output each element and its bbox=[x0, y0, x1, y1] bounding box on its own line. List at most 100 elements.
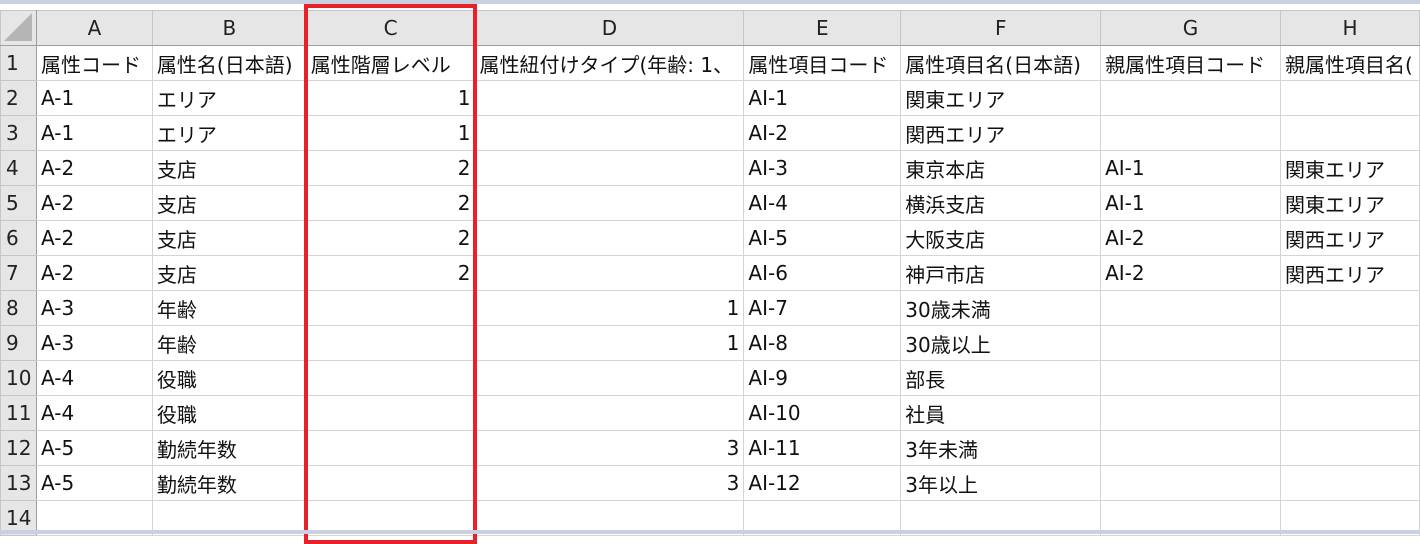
cell-g11[interactable] bbox=[1100, 395, 1281, 431]
row-header[interactable]: 13 bbox=[0, 465, 37, 501]
cell-e12[interactable]: AI-11 bbox=[743, 430, 902, 466]
row-header[interactable]: 12 bbox=[0, 430, 37, 466]
cell-g1[interactable]: 親属性項目コード bbox=[1100, 45, 1281, 81]
cell-a10[interactable]: A-4 bbox=[35, 360, 153, 396]
cell-a5[interactable]: A-2 bbox=[35, 185, 153, 221]
cell-a9[interactable]: A-3 bbox=[35, 325, 153, 361]
cell-b3[interactable]: エリア bbox=[151, 115, 307, 151]
row-header[interactable]: 9 bbox=[0, 325, 37, 361]
cell-c8[interactable] bbox=[305, 290, 476, 326]
cell-a8[interactable]: A-3 bbox=[35, 290, 153, 326]
cell-c11[interactable] bbox=[305, 395, 476, 431]
cell-a2[interactable]: A-1 bbox=[35, 80, 153, 116]
cell-b2[interactable]: エリア bbox=[151, 80, 307, 116]
cell-c9[interactable] bbox=[305, 325, 476, 361]
cell-h11[interactable] bbox=[1279, 395, 1420, 431]
cell-g13[interactable] bbox=[1100, 465, 1281, 501]
cell-e1[interactable]: 属性項目コード bbox=[743, 45, 902, 81]
cell-b5[interactable]: 支店 bbox=[151, 185, 307, 221]
cell-h6[interactable]: 関西エリア bbox=[1279, 220, 1420, 256]
cell-h5[interactable]: 関東エリア bbox=[1279, 185, 1420, 221]
cell-h9[interactable] bbox=[1279, 325, 1420, 361]
column-header-d[interactable]: D bbox=[474, 10, 745, 46]
cell-d13[interactable]: 3 bbox=[474, 465, 745, 501]
row-header[interactable]: 1 bbox=[0, 45, 37, 81]
cell-f4[interactable]: 東京本店 bbox=[900, 150, 1102, 186]
cell-g8[interactable] bbox=[1100, 290, 1281, 326]
cell-a3[interactable]: A-1 bbox=[35, 115, 153, 151]
cell-g4[interactable]: AI-1 bbox=[1100, 150, 1281, 186]
column-header-f[interactable]: F bbox=[900, 10, 1102, 46]
cell-a7[interactable]: A-2 bbox=[35, 255, 153, 291]
cell-g9[interactable] bbox=[1100, 325, 1281, 361]
cell-g5[interactable]: AI-1 bbox=[1100, 185, 1281, 221]
column-header-b[interactable]: B bbox=[151, 10, 307, 46]
row-header[interactable]: 8 bbox=[0, 290, 37, 326]
cell-f9[interactable]: 30歳以上 bbox=[900, 325, 1102, 361]
row-header[interactable]: 5 bbox=[0, 185, 37, 221]
cell-h7[interactable]: 関西エリア bbox=[1279, 255, 1420, 291]
cell-b10[interactable]: 役職 bbox=[151, 360, 307, 396]
cell-d12[interactable]: 3 bbox=[474, 430, 745, 466]
cell-a13[interactable]: A-5 bbox=[35, 465, 153, 501]
cell-h8[interactable] bbox=[1279, 290, 1420, 326]
cell-c12[interactable] bbox=[305, 430, 476, 466]
row-header[interactable]: 4 bbox=[0, 150, 37, 186]
cell-g7[interactable]: AI-2 bbox=[1100, 255, 1281, 291]
cell-e7[interactable]: AI-6 bbox=[743, 255, 902, 291]
cell-d4[interactable] bbox=[474, 150, 745, 186]
cell-e4[interactable]: AI-3 bbox=[743, 150, 902, 186]
cell-e10[interactable]: AI-9 bbox=[743, 360, 902, 396]
cell-b1[interactable]: 属性名(日本語) bbox=[151, 45, 307, 81]
cell-c5[interactable]: 2 bbox=[305, 185, 476, 221]
cell-d5[interactable] bbox=[474, 185, 745, 221]
cell-d6[interactable] bbox=[474, 220, 745, 256]
cell-b13[interactable]: 勤続年数 bbox=[151, 465, 307, 501]
cell-f2[interactable]: 関東エリア bbox=[900, 80, 1102, 116]
cell-h10[interactable] bbox=[1279, 360, 1420, 396]
cell-g6[interactable]: AI-2 bbox=[1100, 220, 1281, 256]
cell-g2[interactable] bbox=[1100, 80, 1281, 116]
cell-c2[interactable]: 1 bbox=[305, 80, 476, 116]
cell-h4[interactable]: 関東エリア bbox=[1279, 150, 1420, 186]
cell-b7[interactable]: 支店 bbox=[151, 255, 307, 291]
column-header-e[interactable]: E bbox=[743, 10, 902, 46]
cell-e6[interactable]: AI-5 bbox=[743, 220, 902, 256]
cell-b12[interactable]: 勤続年数 bbox=[151, 430, 307, 466]
cell-h1[interactable]: 親属性項目名( bbox=[1279, 45, 1420, 81]
cell-a11[interactable]: A-4 bbox=[35, 395, 153, 431]
cell-e5[interactable]: AI-4 bbox=[743, 185, 902, 221]
cell-e8[interactable]: AI-7 bbox=[743, 290, 902, 326]
cell-a1[interactable]: 属性コード bbox=[35, 45, 153, 81]
cell-f7[interactable]: 神戸市店 bbox=[900, 255, 1102, 291]
cell-b8[interactable]: 年齢 bbox=[151, 290, 307, 326]
cell-d9[interactable]: 1 bbox=[474, 325, 745, 361]
cell-d8[interactable]: 1 bbox=[474, 290, 745, 326]
cell-f10[interactable]: 部長 bbox=[900, 360, 1102, 396]
cell-h12[interactable] bbox=[1279, 430, 1420, 466]
column-header-a[interactable]: A bbox=[35, 10, 153, 46]
cell-h2[interactable] bbox=[1279, 80, 1420, 116]
cell-f8[interactable]: 30歳未満 bbox=[900, 290, 1102, 326]
row-header[interactable]: 7 bbox=[0, 255, 37, 291]
cell-d10[interactable] bbox=[474, 360, 745, 396]
row-header[interactable]: 3 bbox=[0, 115, 37, 151]
cell-d11[interactable] bbox=[474, 395, 745, 431]
cell-c1[interactable]: 属性階層レベル bbox=[305, 45, 476, 81]
cell-b6[interactable]: 支店 bbox=[151, 220, 307, 256]
cell-f12[interactable]: 3年未満 bbox=[900, 430, 1102, 466]
cell-a12[interactable]: A-5 bbox=[35, 430, 153, 466]
cell-e9[interactable]: AI-8 bbox=[743, 325, 902, 361]
horizontal-scrollbar[interactable] bbox=[0, 530, 1420, 534]
cell-b9[interactable]: 年齢 bbox=[151, 325, 307, 361]
cell-e11[interactable]: AI-10 bbox=[743, 395, 902, 431]
cell-h3[interactable] bbox=[1279, 115, 1420, 151]
cell-g10[interactable] bbox=[1100, 360, 1281, 396]
column-header-g[interactable]: G bbox=[1100, 10, 1281, 46]
cell-a6[interactable]: A-2 bbox=[35, 220, 153, 256]
column-header-c[interactable]: C bbox=[305, 10, 476, 46]
cell-c13[interactable] bbox=[305, 465, 476, 501]
cell-e3[interactable]: AI-2 bbox=[743, 115, 902, 151]
cell-c10[interactable] bbox=[305, 360, 476, 396]
row-header[interactable]: 2 bbox=[0, 80, 37, 116]
